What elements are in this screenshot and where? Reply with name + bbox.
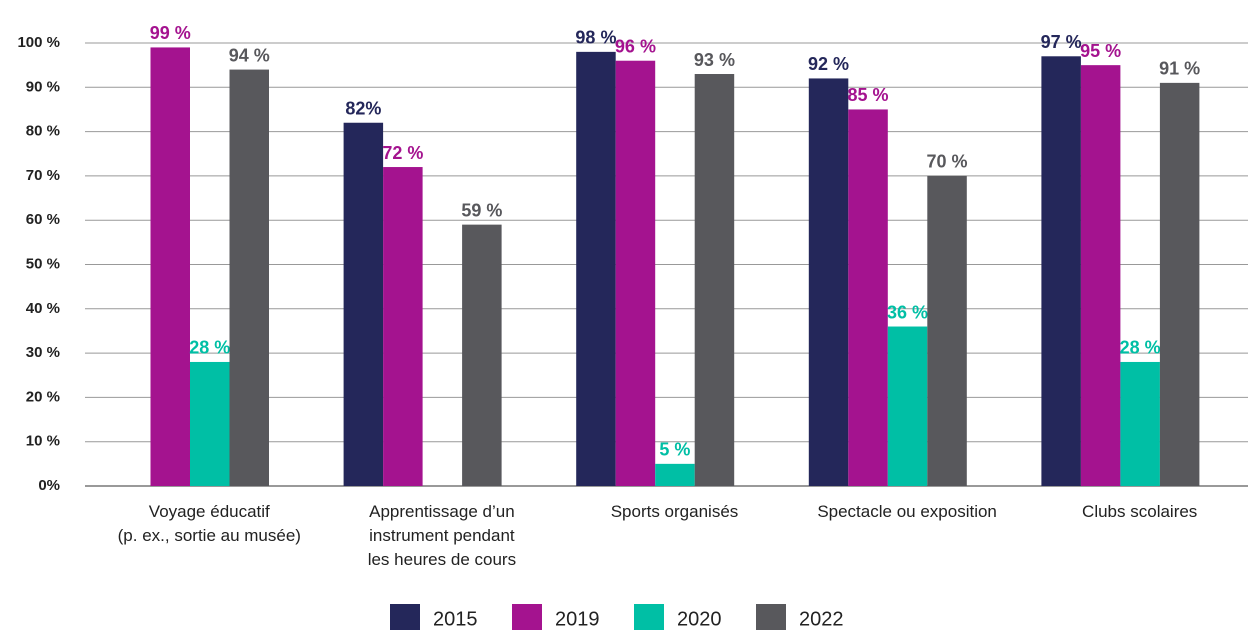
bar [1159, 82, 1200, 487]
bar [150, 47, 190, 487]
value-label: 5 % [659, 440, 690, 460]
bar [383, 167, 423, 487]
x-tick-label: Apprentissage d’un instrument pendant le… [367, 502, 517, 569]
value-label: 94 % [229, 45, 270, 65]
y-tick-label: 90 % [26, 78, 60, 95]
bar [190, 361, 230, 486]
bar [848, 109, 888, 486]
value-label: 59 % [461, 200, 502, 220]
bar [576, 51, 616, 487]
bar [808, 78, 849, 486]
value-label: 96 % [615, 36, 656, 56]
y-tick-label: 20 % [26, 388, 60, 405]
x-tick-label: Sports organisés [610, 502, 739, 521]
value-label: 28 % [189, 338, 230, 358]
legend-label: 2020 [677, 608, 722, 630]
legend-swatch [512, 604, 542, 630]
y-tick-label: 40 % [26, 300, 60, 317]
y-tick-label: 80 % [26, 123, 60, 140]
bar [655, 463, 695, 486]
legend-swatch [390, 604, 420, 630]
value-label: 98 % [575, 28, 616, 48]
bar [1080, 65, 1121, 487]
value-label: 99 % [150, 23, 191, 43]
bar [1120, 361, 1160, 486]
legend-swatch [634, 604, 664, 630]
value-label: 85 % [848, 85, 889, 105]
value-label: 82% [345, 98, 381, 118]
x-tick-label: Spectacle ou exposition [817, 502, 997, 521]
legend-label: 2022 [799, 608, 844, 630]
bar [694, 74, 735, 486]
value-label: 72 % [382, 143, 423, 163]
value-label: 91 % [1159, 59, 1200, 79]
value-label: 70 % [927, 152, 968, 172]
y-tick-label: 70 % [26, 167, 60, 184]
bar [462, 224, 502, 486]
y-tick-label: 10 % [26, 433, 60, 450]
y-tick-label: 50 % [26, 255, 60, 272]
value-label: 95 % [1080, 41, 1121, 61]
legend-label: 2019 [555, 608, 600, 630]
value-label: 36 % [887, 302, 928, 322]
value-label: 28 % [1120, 338, 1161, 358]
x-tick-label: Voyage éducatif (p. ex., sortie au musée… [117, 502, 301, 545]
bar [343, 122, 384, 487]
bar [927, 175, 967, 486]
bar [229, 69, 269, 486]
bar [1041, 56, 1081, 486]
y-tick-label: 100 % [17, 34, 60, 51]
bar [887, 326, 928, 486]
legend-swatch [756, 604, 786, 630]
y-tick-label: 0% [38, 477, 60, 494]
legend-label: 2015 [433, 608, 478, 630]
x-tick-label: Clubs scolaires [1082, 502, 1198, 521]
value-label: 93 % [694, 50, 735, 70]
value-label: 92 % [808, 54, 849, 74]
y-tick-label: 30 % [26, 344, 60, 361]
y-tick-label: 60 % [26, 211, 60, 228]
bar [615, 60, 656, 486]
value-label: 97 % [1041, 32, 1082, 52]
